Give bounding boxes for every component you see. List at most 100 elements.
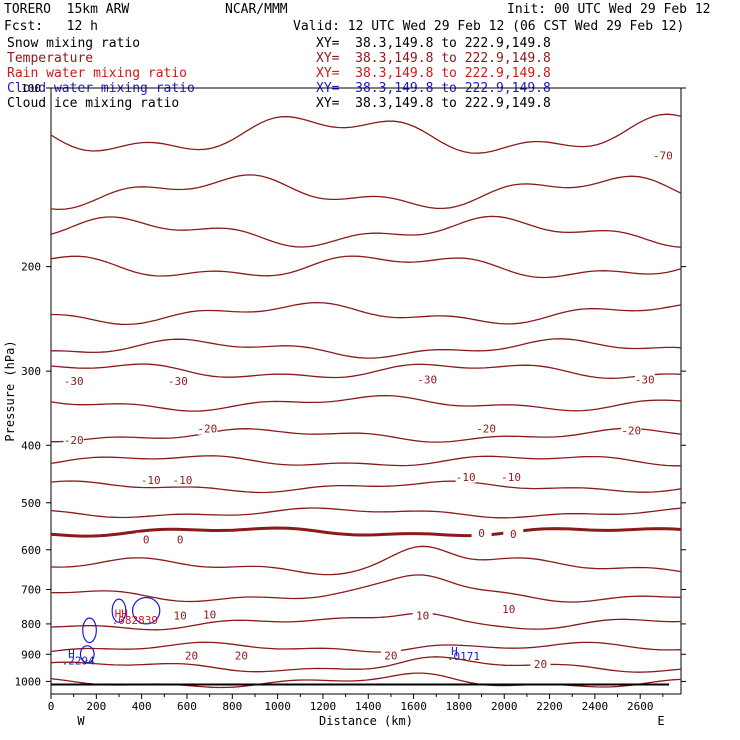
contour-label: 0: [143, 534, 150, 547]
contour-label-bg: [471, 525, 492, 539]
x-tick-label: 2400: [582, 700, 609, 713]
contour-label-bg: [140, 473, 161, 487]
contour-label: 10: [416, 610, 429, 623]
y-tick-label: 800: [21, 618, 41, 631]
extremum-label: HH: [115, 608, 128, 621]
contour-label-bg: [380, 648, 401, 662]
temperature-contour: [51, 427, 682, 443]
x-tick-label: 1000: [264, 700, 291, 713]
contour-label-bg: [455, 469, 476, 483]
contour-label: -10: [141, 474, 161, 487]
forecast-hour: Fcst: 12 h: [4, 19, 98, 34]
contour-label-bg: [652, 148, 673, 162]
contour-label: -10: [173, 474, 193, 487]
temperature-contour: [50, 301, 682, 326]
x-tick-label: 200: [86, 700, 106, 713]
extremum-label: .082839: [112, 614, 158, 627]
y-tick-label: 200: [21, 261, 41, 274]
field-xy-temperature: XY= 38.3,149.8 to 222.9,149.8: [316, 51, 551, 66]
extremum-label: .2294: [62, 655, 95, 668]
contour-label: 20: [534, 658, 547, 671]
y-tick-label: 100: [21, 82, 41, 95]
contour-label: 0: [510, 528, 517, 541]
x-tick-label: 400: [132, 700, 152, 713]
field-label-rain: Rain water mixing ratio: [7, 66, 188, 81]
x-tick-label: 800: [222, 700, 242, 713]
temperature-contour: [50, 255, 682, 279]
temperature-contour: [50, 507, 682, 519]
temperature-contour: [50, 363, 682, 379]
temperature-contour: [51, 338, 682, 359]
contour-label: -30: [168, 375, 188, 388]
contour-label-bg: [167, 374, 188, 388]
contour-label: 10: [174, 610, 187, 623]
y-axis-title: Pressure (hPa): [3, 340, 17, 441]
contour-label-bg: [170, 532, 191, 546]
contour-label-bg: [634, 372, 655, 386]
cloud-water-contour: [82, 617, 97, 644]
contour-label: 20: [384, 650, 397, 663]
contour-label: -10: [501, 471, 521, 484]
contour-label-bg: [199, 607, 220, 621]
valid-time: Valid: 12 UTC Wed 29 Feb 12 (06 CST Wed …: [293, 19, 685, 34]
x-tick-label: 600: [177, 700, 197, 713]
extremum-label: H: [451, 645, 458, 658]
center-title: NCAR/MMM: [225, 2, 288, 17]
x-tick-label: 1600: [400, 700, 427, 713]
contour-label: -20: [197, 423, 217, 436]
contour-label-bg: [503, 526, 524, 540]
field-xy-rain: XY= 38.3,149.8 to 222.9,149.8: [316, 66, 551, 81]
cloud-water-contour: [131, 596, 161, 625]
contour-label-bg: [621, 423, 642, 437]
contour-label: -20: [64, 434, 84, 447]
y-tick-label: 700: [21, 584, 41, 597]
x-axis-title: Distance (km): [319, 714, 413, 728]
field-xy-cloud-ice: XY= 38.3,149.8 to 222.9,149.8: [316, 96, 551, 111]
temperature-contour: [50, 656, 682, 673]
cloud-water-contour: [111, 598, 127, 623]
field-label-temperature: Temperature: [7, 51, 94, 66]
temperature-contour: [50, 641, 682, 653]
temperature-contour: [50, 480, 682, 494]
contour-label: -70: [653, 150, 673, 163]
temperature-contour: [50, 574, 682, 603]
contour-label: -30: [417, 374, 437, 387]
temperature-contour: [50, 113, 682, 154]
contour-label: 0: [177, 534, 184, 547]
temperature-contour: [50, 394, 682, 412]
contour-label: 20: [235, 650, 248, 663]
extremum-label: .0171: [447, 650, 480, 663]
contour-label-bg: [197, 421, 218, 435]
x-end-label-west: W: [77, 714, 85, 728]
field-label-snow: Snow mixing ratio: [7, 36, 141, 51]
y-tick-label: 400: [21, 439, 41, 452]
contour-label-bg: [63, 433, 84, 447]
contour-label-bg: [172, 473, 193, 487]
contour-label: -30: [64, 375, 84, 388]
x-tick-label: 2000: [491, 700, 518, 713]
contour-label-bg: [181, 648, 202, 662]
field-label-cloud-ice: Cloud ice mixing ratio: [7, 96, 180, 111]
y-tick-label: 300: [21, 365, 41, 378]
contour-label-bg: [136, 532, 157, 546]
contour-label-bg: [501, 469, 522, 483]
plot-frame: [50, 87, 682, 695]
y-tick-label: 1000: [15, 675, 42, 688]
contour-label: 20: [185, 650, 198, 663]
extremum-label: H: [68, 648, 75, 661]
contour-label: -30: [635, 374, 655, 387]
contour-label: -10: [456, 471, 476, 484]
y-tick-label: 600: [21, 544, 41, 557]
x-tick-label: 2200: [536, 700, 563, 713]
contour-label: -20: [621, 425, 641, 438]
model-title: TORERO 15km ARW: [4, 2, 130, 17]
contour-label-bg: [476, 421, 497, 435]
contour-label: 10: [502, 603, 515, 616]
init-time: Init: 00 UTC Wed 29 Feb 12: [507, 2, 711, 17]
temperature-contour: [50, 455, 681, 467]
x-tick-label: 1400: [355, 700, 382, 713]
contour-label: 0: [478, 527, 485, 540]
x-tick-label: 1200: [310, 700, 337, 713]
field-xy-snow: XY= 38.3,149.8 to 222.9,149.8: [316, 36, 551, 51]
